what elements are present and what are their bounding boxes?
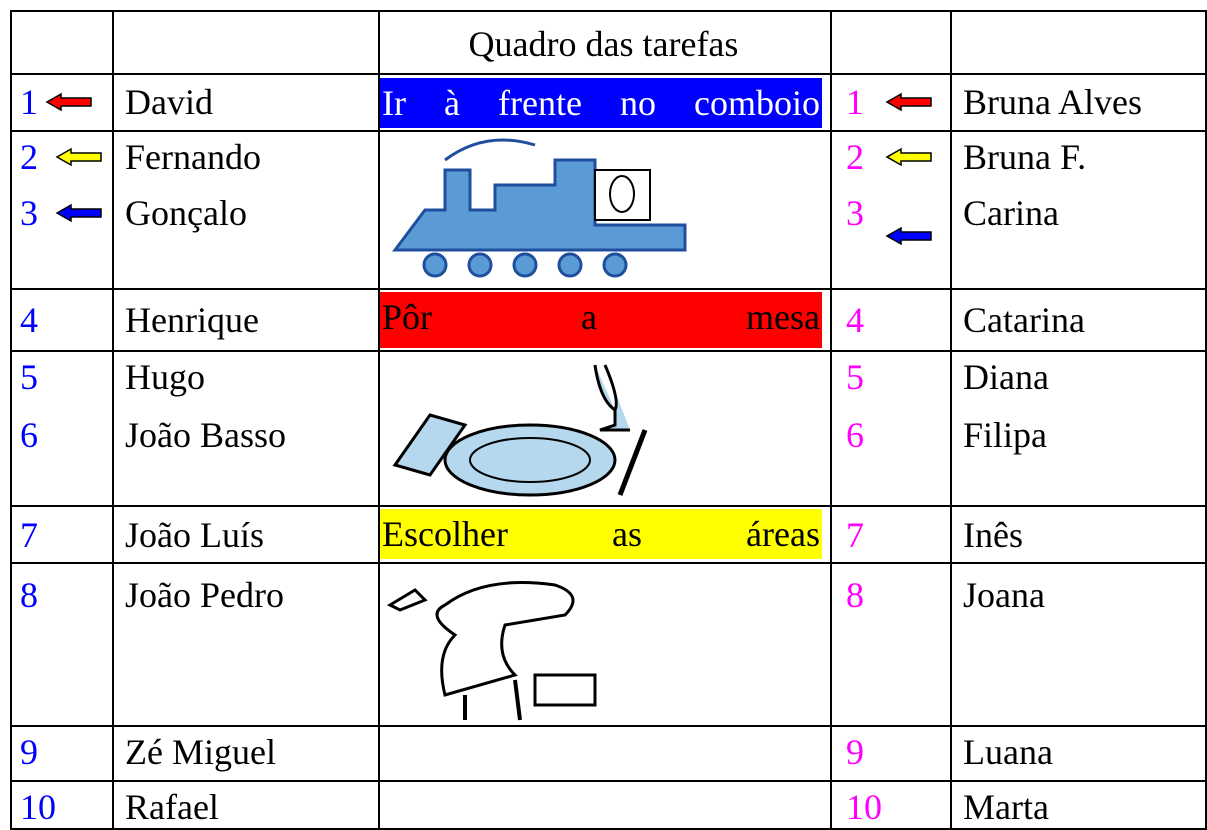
grid-line — [378, 10, 380, 830]
row-number: 3 — [20, 193, 38, 233]
student-name: Inês — [963, 515, 1023, 555]
grid-line — [10, 505, 1207, 507]
student-name: João Luís — [125, 515, 264, 555]
student-name: Luana — [963, 732, 1053, 772]
student-name: Rafael — [125, 787, 219, 827]
student-name: Marta — [963, 787, 1049, 827]
row-number: 2 — [20, 137, 38, 177]
student-name: Zé Miguel — [125, 732, 276, 772]
row-number: 9 — [20, 732, 38, 772]
row-number: 7 — [846, 515, 864, 555]
row-number: 2 — [846, 137, 864, 177]
row-number: 7 — [20, 515, 38, 555]
grid-line — [830, 10, 832, 830]
arrow-icon — [55, 203, 102, 223]
student-name: Carina — [963, 193, 1059, 233]
person-icon — [386, 581, 597, 721]
grid-line — [10, 725, 1207, 727]
row-number: 10 — [846, 787, 882, 827]
row-number: 4 — [846, 300, 864, 340]
grid-line — [10, 73, 1207, 75]
grid-line — [1205, 10, 1207, 830]
row-number: 6 — [20, 415, 38, 455]
student-name: Bruna F. — [963, 137, 1087, 177]
row-number: 1 — [846, 82, 864, 122]
student-name: Joana — [963, 575, 1045, 615]
row-number: 5 — [20, 357, 38, 397]
student-name: Catarina — [963, 300, 1085, 340]
student-name: Henrique — [125, 300, 259, 340]
grid-line — [10, 10, 12, 830]
grid-line — [950, 10, 952, 830]
row-number: 9 — [846, 732, 864, 772]
row-number: 5 — [846, 357, 864, 397]
row-number: 10 — [20, 787, 56, 827]
arrow-icon — [885, 147, 932, 167]
student-name: Bruna Alves — [963, 82, 1142, 122]
arrow-icon — [55, 147, 102, 167]
train-icon — [392, 138, 687, 278]
row-number: 4 — [20, 300, 38, 340]
row-number: 1 — [20, 82, 38, 122]
grid-line — [10, 130, 1207, 132]
row-number: 3 — [846, 193, 864, 233]
arrow-icon — [885, 92, 932, 112]
arrow-icon — [885, 226, 932, 246]
row-number: 8 — [20, 575, 38, 615]
student-name: Gonçalo — [125, 193, 247, 233]
student-name: João Pedro — [125, 575, 284, 615]
student-name: Filipa — [963, 415, 1048, 455]
grid-line — [10, 562, 1207, 564]
task-label: Escolher as áreas — [380, 509, 822, 559]
grid-line — [10, 828, 1207, 830]
board-title: Quadro das tarefas — [468, 24, 739, 64]
student-name: Fernando — [125, 137, 261, 177]
grid-line — [112, 10, 114, 830]
row-number: 6 — [846, 415, 864, 455]
task-label: Pôr a mesa — [380, 292, 822, 348]
arrow-icon — [45, 92, 92, 112]
task-label: Ir à frente no comboio — [380, 78, 822, 128]
grid-line — [10, 10, 1207, 12]
row-number: 8 — [846, 575, 864, 615]
table-setting-icon — [392, 364, 648, 497]
grid-line — [10, 780, 1207, 782]
grid-line — [10, 288, 1207, 290]
student-name: João Basso — [125, 415, 286, 455]
grid-line — [10, 350, 1207, 352]
student-name: Hugo — [125, 357, 205, 397]
student-name: David — [125, 82, 213, 122]
student-name: Diana — [963, 357, 1049, 397]
